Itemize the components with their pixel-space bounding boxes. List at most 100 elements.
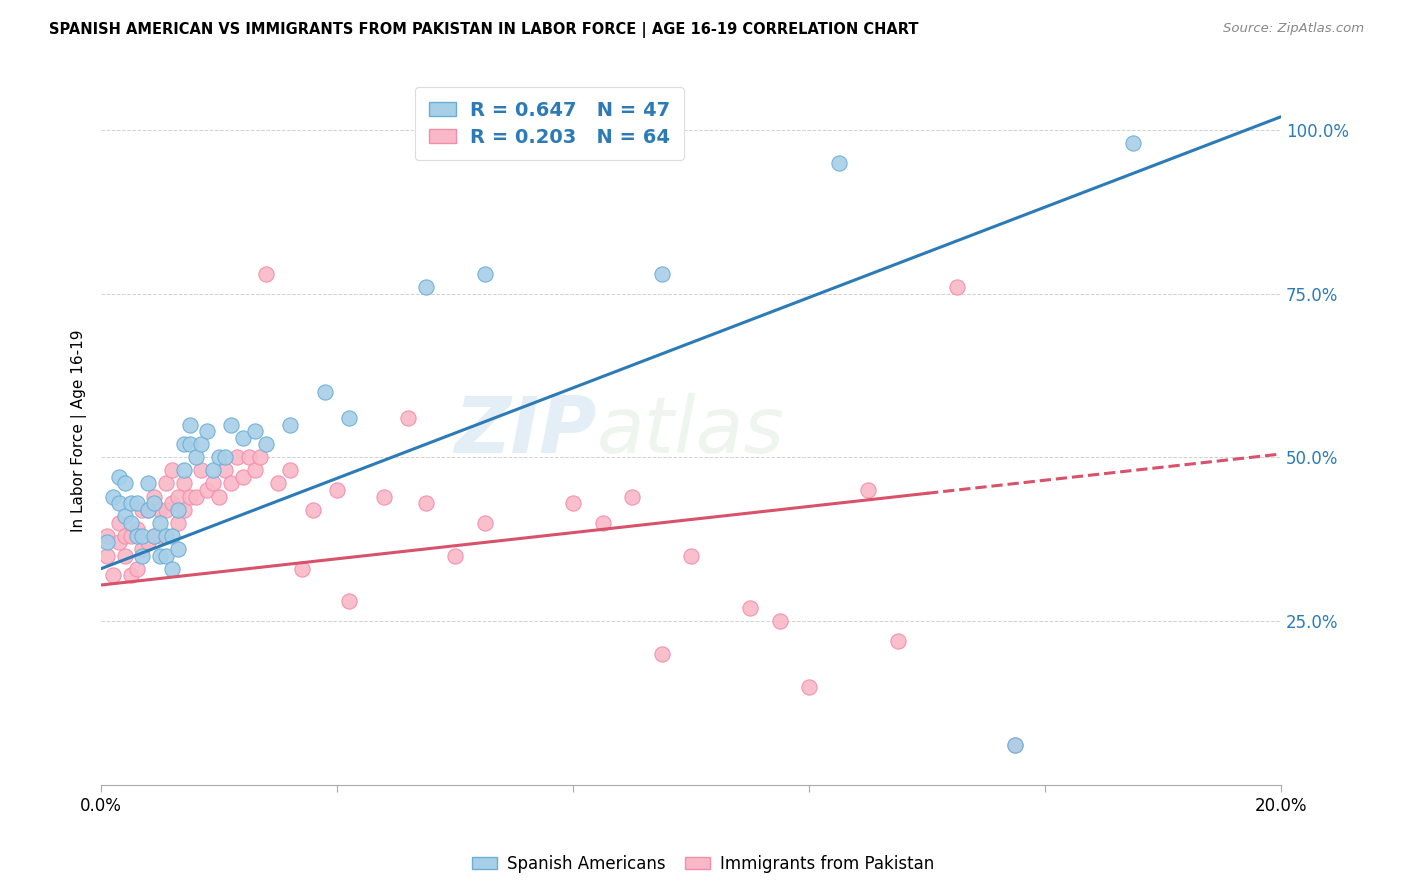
Text: SPANISH AMERICAN VS IMMIGRANTS FROM PAKISTAN IN LABOR FORCE | AGE 16-19 CORRELAT: SPANISH AMERICAN VS IMMIGRANTS FROM PAKI… — [49, 22, 918, 38]
Point — [125, 496, 148, 510]
Point — [131, 529, 153, 543]
Y-axis label: In Labor Force | Age 16-19: In Labor Force | Age 16-19 — [72, 330, 87, 533]
Point — [302, 502, 325, 516]
Point — [184, 490, 207, 504]
Point — [155, 502, 177, 516]
Point — [120, 529, 142, 543]
Point — [149, 529, 172, 543]
Point — [125, 522, 148, 536]
Point — [173, 502, 195, 516]
Point — [768, 614, 790, 628]
Point — [166, 541, 188, 556]
Point — [143, 529, 166, 543]
Point — [337, 594, 360, 608]
Point — [208, 450, 231, 465]
Point — [160, 529, 183, 543]
Point — [651, 267, 673, 281]
Point — [101, 490, 124, 504]
Point — [166, 516, 188, 530]
Point — [108, 516, 131, 530]
Point — [679, 549, 702, 563]
Point — [886, 633, 908, 648]
Point — [314, 384, 336, 399]
Point — [474, 267, 496, 281]
Point — [179, 437, 201, 451]
Point — [202, 463, 225, 477]
Point — [243, 424, 266, 438]
Point — [131, 502, 153, 516]
Point — [592, 516, 614, 530]
Point — [214, 450, 236, 465]
Point — [278, 417, 301, 432]
Point — [243, 463, 266, 477]
Point — [136, 502, 159, 516]
Point — [337, 411, 360, 425]
Point — [155, 529, 177, 543]
Point — [1122, 136, 1144, 150]
Point — [219, 476, 242, 491]
Point — [160, 496, 183, 510]
Point — [474, 516, 496, 530]
Point — [562, 496, 585, 510]
Point — [396, 411, 419, 425]
Legend: R = 0.647   N = 47, R = 0.203   N = 64: R = 0.647 N = 47, R = 0.203 N = 64 — [415, 87, 683, 161]
Point — [149, 502, 172, 516]
Point — [173, 463, 195, 477]
Point — [195, 424, 218, 438]
Point — [136, 476, 159, 491]
Point — [114, 549, 136, 563]
Point — [120, 568, 142, 582]
Point — [114, 529, 136, 543]
Point — [219, 417, 242, 432]
Point — [232, 431, 254, 445]
Point — [108, 470, 131, 484]
Point — [96, 549, 118, 563]
Point — [208, 490, 231, 504]
Point — [651, 647, 673, 661]
Point — [232, 470, 254, 484]
Point — [254, 437, 277, 451]
Point — [797, 680, 820, 694]
Point — [166, 502, 188, 516]
Point — [143, 529, 166, 543]
Point — [108, 496, 131, 510]
Point — [278, 463, 301, 477]
Point — [249, 450, 271, 465]
Point — [238, 450, 260, 465]
Point — [945, 280, 967, 294]
Point — [190, 437, 212, 451]
Point — [173, 476, 195, 491]
Point — [136, 535, 159, 549]
Text: atlas: atlas — [596, 393, 785, 469]
Point — [373, 490, 395, 504]
Point — [125, 529, 148, 543]
Text: Source: ZipAtlas.com: Source: ZipAtlas.com — [1223, 22, 1364, 36]
Point — [149, 549, 172, 563]
Point — [143, 490, 166, 504]
Point — [166, 490, 188, 504]
Point — [160, 561, 183, 575]
Point — [155, 549, 177, 563]
Point — [173, 437, 195, 451]
Point — [160, 463, 183, 477]
Point — [120, 496, 142, 510]
Point — [202, 476, 225, 491]
Point — [225, 450, 247, 465]
Point — [415, 280, 437, 294]
Point — [214, 463, 236, 477]
Legend: Spanish Americans, Immigrants from Pakistan: Spanish Americans, Immigrants from Pakis… — [465, 848, 941, 880]
Point — [827, 155, 849, 169]
Point — [179, 490, 201, 504]
Point — [120, 516, 142, 530]
Point — [114, 476, 136, 491]
Point — [101, 568, 124, 582]
Point — [1004, 739, 1026, 753]
Point — [738, 601, 761, 615]
Point — [444, 549, 467, 563]
Point — [131, 541, 153, 556]
Point — [190, 463, 212, 477]
Point — [415, 496, 437, 510]
Point — [326, 483, 349, 497]
Text: ZIP: ZIP — [454, 393, 596, 469]
Point — [149, 516, 172, 530]
